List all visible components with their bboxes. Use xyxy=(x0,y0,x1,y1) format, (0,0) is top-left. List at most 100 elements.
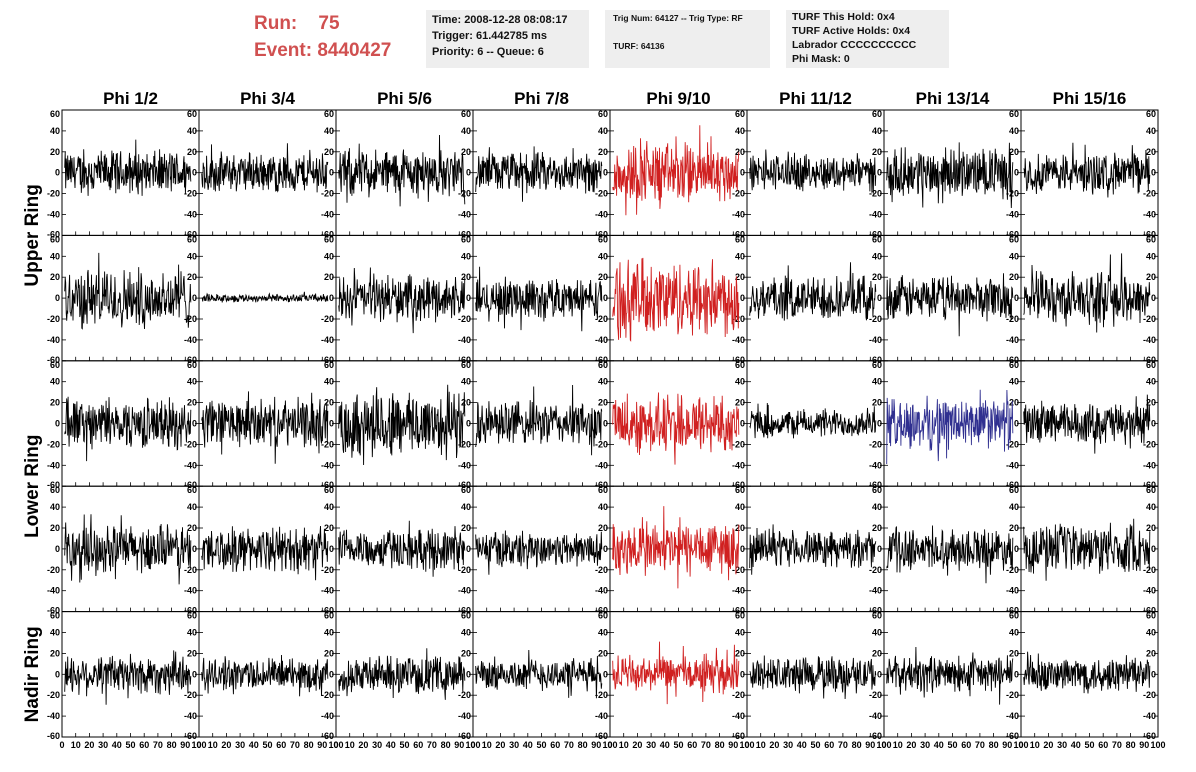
y-tick-label: 60 xyxy=(1146,485,1156,495)
y-tick-label: 60 xyxy=(1009,234,1019,244)
y-tick-label: -60 xyxy=(869,731,882,741)
y-tick-label: 40 xyxy=(324,377,334,387)
x-tick-label: 90 xyxy=(728,740,738,750)
y-tick-label: 60 xyxy=(324,611,334,621)
y-tick-label: -40 xyxy=(458,335,471,345)
y-tick-label: 40 xyxy=(872,502,882,512)
y-tick-label: 40 xyxy=(1009,628,1019,638)
y-tick-label: 0 xyxy=(740,419,745,429)
y-tick-label: 60 xyxy=(598,485,608,495)
y-tick-label: -60 xyxy=(458,480,471,490)
x-tick-label: 100 xyxy=(1150,740,1165,750)
y-tick-label: -60 xyxy=(321,480,334,490)
y-tick-label: -40 xyxy=(1143,335,1156,345)
y-tick-label: -20 xyxy=(1006,314,1019,324)
x-tick-label: 60 xyxy=(276,740,286,750)
waveform-trace xyxy=(201,291,329,303)
y-tick-label: -40 xyxy=(47,460,60,470)
x-tick-label: 60 xyxy=(550,740,560,750)
y-tick-label: -40 xyxy=(1143,586,1156,596)
x-tick-label: 70 xyxy=(564,740,574,750)
y-tick-label: -60 xyxy=(1143,731,1156,741)
y-tick-label: 20 xyxy=(461,147,471,157)
turf-info-box: TURF This Hold: 0x4 TURF Active Holds: 0… xyxy=(786,10,949,68)
waveform-trace xyxy=(886,525,1014,584)
x-tick-label: 10 xyxy=(482,740,492,750)
y-tick-label: 0 xyxy=(740,544,745,554)
y-tick-label: 20 xyxy=(1146,523,1156,533)
y-tick-label: -20 xyxy=(1006,189,1019,199)
x-tick-label: 0 xyxy=(744,740,749,750)
y-tick-label: -40 xyxy=(47,586,60,596)
waveform-trace xyxy=(475,649,603,699)
y-tick-label: -60 xyxy=(458,731,471,741)
y-tick-label: 40 xyxy=(735,502,745,512)
y-tick-label: 40 xyxy=(598,502,608,512)
x-tick-label: 0 xyxy=(607,740,612,750)
y-tick-label: -60 xyxy=(869,606,882,616)
waveform-trace xyxy=(749,655,877,700)
y-tick-label: 20 xyxy=(1009,272,1019,282)
y-tick-label: -60 xyxy=(47,355,60,365)
y-tick-label: 60 xyxy=(872,234,882,244)
x-tick-label: 0 xyxy=(333,740,338,750)
waveform-trace xyxy=(612,125,740,216)
y-tick-label: 20 xyxy=(324,272,334,282)
y-tick-label: 40 xyxy=(50,377,60,387)
y-tick-label: 0 xyxy=(740,168,745,178)
y-tick-label: 60 xyxy=(50,611,60,621)
y-tick-label: -20 xyxy=(458,314,471,324)
y-tick-label: 20 xyxy=(461,272,471,282)
trigger-text: Trigger: 61.442785 ms xyxy=(432,30,547,42)
y-tick-label: 0 xyxy=(329,168,334,178)
y-tick-label: 20 xyxy=(1009,648,1019,658)
y-tick-label: -40 xyxy=(1143,460,1156,470)
y-tick-label: -60 xyxy=(47,229,60,239)
run-label: Run: xyxy=(254,13,298,34)
y-tick-label: 20 xyxy=(735,648,745,658)
y-tick-label: 0 xyxy=(466,168,471,178)
y-tick-label: 20 xyxy=(598,147,608,157)
x-tick-label: 60 xyxy=(139,740,149,750)
y-tick-label: -60 xyxy=(732,355,745,365)
x-tick-label: 30 xyxy=(235,740,245,750)
y-tick-label: -20 xyxy=(458,565,471,575)
waveform-trace xyxy=(1023,142,1151,198)
x-tick-label: 100 xyxy=(602,740,617,750)
y-tick-label: -40 xyxy=(869,335,882,345)
y-tick-label: -60 xyxy=(1143,480,1156,490)
x-tick-label: 100 xyxy=(465,740,480,750)
y-tick-label: -60 xyxy=(1006,731,1019,741)
y-tick-label: 20 xyxy=(187,523,197,533)
y-tick-label: 60 xyxy=(1009,611,1019,621)
y-tick-label: 20 xyxy=(50,398,60,408)
y-tick-label: -60 xyxy=(1006,229,1019,239)
waveform-trace xyxy=(612,641,740,705)
y-tick-label: -60 xyxy=(47,606,60,616)
waveform-trace xyxy=(475,384,603,456)
y-tick-label: -60 xyxy=(184,731,197,741)
y-tick-label: 0 xyxy=(192,168,197,178)
y-tick-label: 0 xyxy=(1014,168,1019,178)
y-tick-label: 20 xyxy=(872,523,882,533)
waveform-trace xyxy=(886,389,1014,465)
y-tick-label: 60 xyxy=(872,360,882,370)
x-tick-label: 40 xyxy=(523,740,533,750)
y-tick-label: 60 xyxy=(735,611,745,621)
x-tick-label: 30 xyxy=(920,740,930,750)
x-tick-label: 40 xyxy=(112,740,122,750)
y-tick-label: 60 xyxy=(50,485,60,495)
y-tick-label: 0 xyxy=(55,168,60,178)
